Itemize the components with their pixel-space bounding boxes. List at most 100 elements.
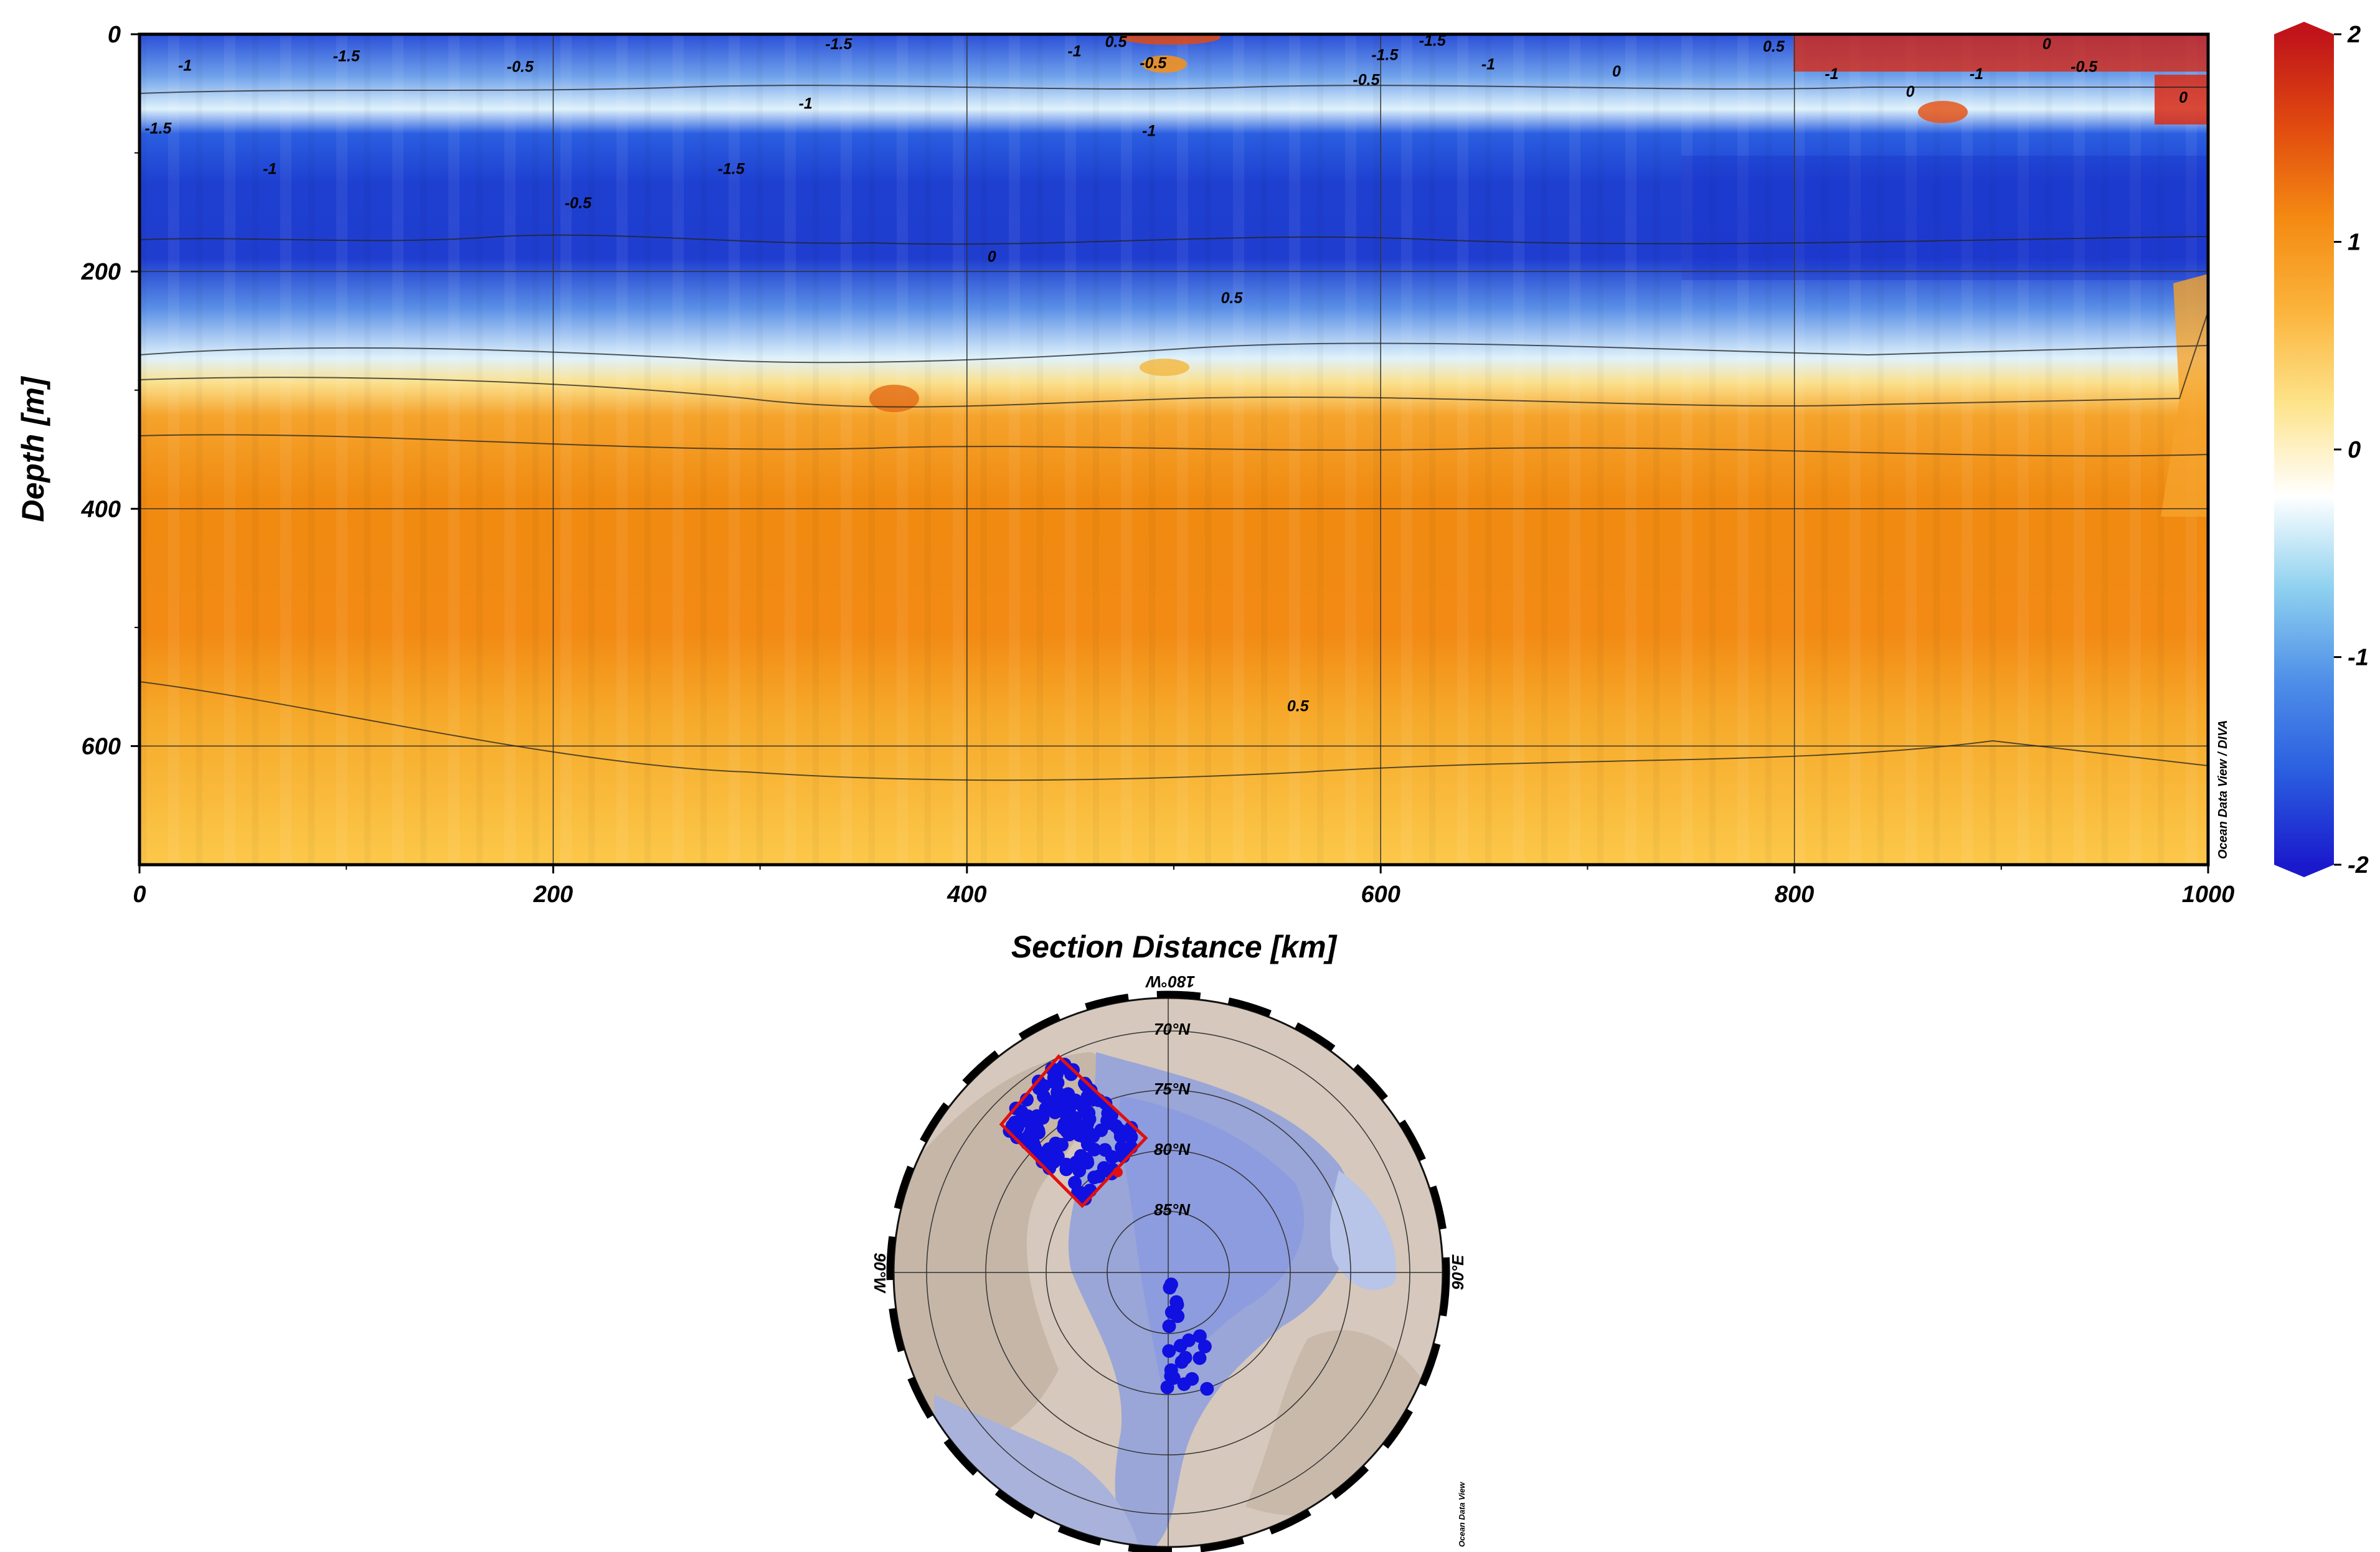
- colorbar-tick-label: -2: [2348, 852, 2369, 878]
- station-marker: [1164, 1369, 1178, 1383]
- x-tick-label: 200: [533, 882, 573, 908]
- contour-label: -1.5: [825, 35, 852, 53]
- contour-label: -1: [799, 95, 813, 113]
- station-marker: [1200, 1381, 1214, 1396]
- map-inner: [894, 998, 1443, 1547]
- station-marker: [1069, 1093, 1082, 1108]
- contour-label: -1: [178, 57, 192, 75]
- grid-lines: [139, 34, 2208, 865]
- y-axis-label: Depth [m]: [16, 375, 50, 522]
- section-field-texture: [139, 34, 2208, 865]
- colorbar-tick-label: 0: [2348, 437, 2361, 463]
- warm-surface-patch: [2155, 75, 2208, 125]
- station-marker: [1124, 1121, 1138, 1135]
- station-marker: [1113, 1129, 1128, 1144]
- x-axis: 0 200 400 600 800 1000: [133, 865, 2234, 908]
- x-tick-label: 600: [1361, 882, 1400, 908]
- x-tick-label: 1000: [2182, 882, 2235, 908]
- station-marker: [1082, 1112, 1097, 1126]
- contour-label: -1.5: [718, 160, 745, 177]
- station-marker: [1077, 1151, 1092, 1165]
- contour-label: -1: [1067, 43, 1081, 60]
- station-marker: [1171, 1309, 1185, 1324]
- colorbar-bottom-cap: [2274, 865, 2334, 877]
- contour-label: 0.5: [1105, 33, 1128, 50]
- station-marker: [1055, 1137, 1069, 1152]
- x-tick-label: 400: [947, 882, 986, 908]
- station-marker: [1070, 1121, 1084, 1135]
- contour-label: 0: [1612, 63, 1621, 80]
- station-marker: [1081, 1125, 1095, 1139]
- lat-label-75: 75°N: [1154, 1079, 1191, 1098]
- contour-label: -0.5: [2071, 58, 2098, 75]
- cold-band: [1681, 156, 2208, 280]
- station-marker: [1060, 1124, 1074, 1139]
- station-marker: [1021, 1109, 1035, 1124]
- station-marker: [1162, 1344, 1176, 1358]
- contour-label: -1.5: [1371, 46, 1399, 63]
- station-marker: [1068, 1175, 1082, 1190]
- map-bezel: [886, 990, 1450, 1552]
- contour-line: [139, 434, 2208, 457]
- lat-label-80: 80°N: [1154, 1140, 1191, 1159]
- lat-label-70: 70°N: [1154, 1020, 1191, 1038]
- warm-surface-patch: [1142, 55, 1187, 73]
- y-axis: 0 200 400 600: [81, 22, 139, 760]
- station-marker: [1160, 1380, 1174, 1394]
- section-watermark: Ocean Data View / DIVA: [2216, 720, 2230, 859]
- station-marker: [1178, 1350, 1192, 1365]
- contour-label: 0: [988, 248, 996, 265]
- contour-label: 0.5: [1287, 698, 1310, 715]
- lon-label-90w: 90°W: [871, 1253, 889, 1294]
- station-marker: [1059, 1157, 1074, 1172]
- y-tick-label: 600: [82, 733, 121, 760]
- x-tick-label: 0: [133, 882, 146, 908]
- shelf-area: [1329, 1170, 1396, 1291]
- map-watermark: Ocean Data View: [1457, 1482, 1466, 1547]
- station-marker: [1098, 1143, 1112, 1157]
- lon-label-90e: 90°E: [1448, 1254, 1467, 1290]
- colorbar-ticks: 2 1 0 -1 -2: [2334, 22, 2369, 878]
- colorbar-tick-label: 2: [2347, 22, 2361, 48]
- station-marker: [1115, 1140, 1129, 1155]
- contour-label: -1.5: [333, 47, 361, 65]
- contour-label: -1.5: [1419, 32, 1447, 50]
- contour-line: [139, 311, 2208, 408]
- station-marker: [1197, 1339, 1212, 1353]
- y-tick-label: 400: [81, 496, 121, 522]
- warm-surface-patch: [1793, 34, 2208, 72]
- station-markers: [1003, 1058, 1214, 1396]
- station-marker: [1072, 1164, 1087, 1178]
- contour-lines: [139, 85, 2208, 781]
- map-frame: [892, 997, 1444, 1548]
- contour-label: -0.5: [507, 58, 534, 75]
- contour-label: -1: [1142, 122, 1156, 139]
- warm-mid-patch: [1140, 359, 1189, 376]
- station-marker: [1084, 1083, 1098, 1098]
- station-marker: [1087, 1170, 1102, 1185]
- x-axis-label: Section Distance [km]: [1011, 929, 1338, 964]
- contour-label: -1: [1481, 56, 1495, 73]
- station-marker: [1011, 1120, 1025, 1134]
- station-marker: [1087, 1142, 1102, 1157]
- contour-label: 0.5: [1221, 289, 1244, 307]
- station-marker: [1163, 1281, 1177, 1295]
- colorbar-fill: [2274, 34, 2334, 865]
- contour-label: 0: [2179, 89, 2188, 106]
- station-marker: [1170, 1297, 1184, 1312]
- contour-label: 0.5: [1763, 38, 1785, 55]
- y-tick-label: 0: [108, 22, 121, 48]
- contour-label: -0.5: [1140, 55, 1167, 72]
- warm-mid-patch: [869, 385, 919, 412]
- contour-labels: -1.5 -1.5 -1 -0.5 0.5 -1 -0.5 -1.5 -1 -0.5 -1.5 0 -1…: [144, 32, 2188, 715]
- lon-label-180w: 180°W: [1145, 972, 1195, 991]
- station-marker: [1162, 1319, 1176, 1333]
- section-plot: [139, 34, 2208, 865]
- contour-label: -1: [1825, 65, 1838, 83]
- colorbar-tick-label: 1: [2348, 230, 2361, 256]
- contour-line: [139, 681, 2208, 781]
- station-marker: [1051, 1085, 1065, 1099]
- right-edge-warm-intrusion: [2161, 274, 2208, 517]
- contour-label: -0.5: [565, 195, 592, 212]
